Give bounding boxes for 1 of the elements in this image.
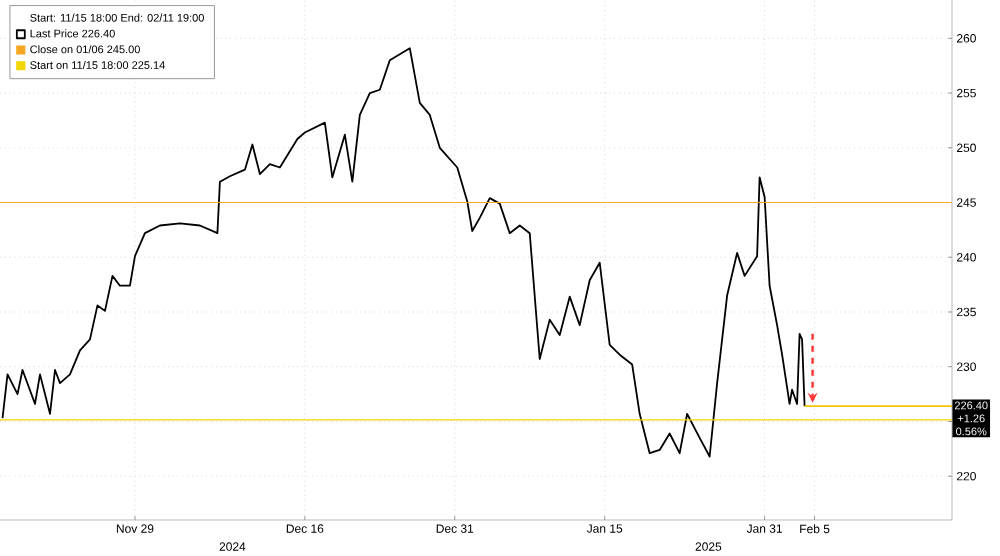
line-series	[1, 47, 806, 458]
